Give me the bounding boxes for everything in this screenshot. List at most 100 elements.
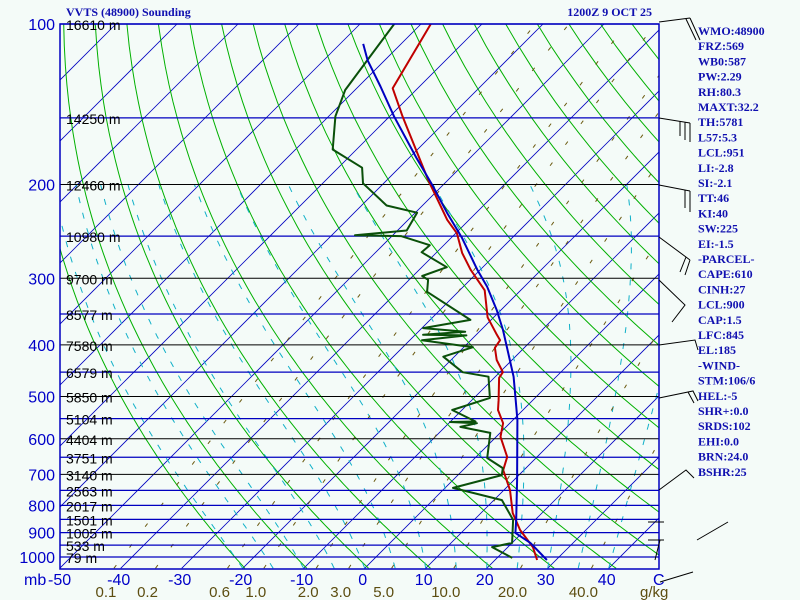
- temperature-tick-label: 30: [537, 572, 555, 589]
- dry-adiabat-line: [410, 24, 659, 346]
- dry-adiabat-line: [284, 24, 659, 513]
- index-value: SRDS:102: [698, 419, 751, 433]
- pressure-tick-label: 600: [28, 432, 55, 449]
- isotherm-line: [60, 24, 178, 142]
- height-level-label: 6579 m: [66, 365, 113, 381]
- moist-adiabat-line: [432, 184, 525, 569]
- dry-adiabat-line: [473, 24, 659, 265]
- wind-barbs: [648, 17, 729, 583]
- height-level-label: 4404 m: [66, 432, 113, 448]
- index-value: CINH:27: [698, 282, 745, 296]
- pressure-tick-label: 800: [28, 498, 55, 515]
- dry-adiabat-line: [347, 24, 659, 429]
- dry-adiabat-line: [60, 246, 246, 569]
- wind-barb-icon: [658, 390, 699, 404]
- index-value: BRN:24.0: [698, 450, 748, 464]
- isotherm-line: [120, 29, 659, 569]
- wind-barb-icon: [658, 469, 695, 491]
- isotherm-line: [60, 24, 361, 325]
- index-value: CAP:1.5: [698, 313, 742, 327]
- height-level-label: 2563 m: [66, 483, 113, 499]
- index-value: BSHR:25: [698, 465, 747, 479]
- dry-adiabat-line: [94, 24, 369, 569]
- wind-barb-icon: [658, 279, 686, 323]
- moist-adiabat-line: [60, 215, 244, 569]
- dry-adiabat-line: [189, 24, 555, 569]
- moist-adiabat-line: [577, 184, 632, 569]
- index-value: LI:-2.8: [698, 161, 734, 175]
- moist-adiabat-line: [529, 184, 572, 569]
- temperature-tick-label: 0: [358, 572, 367, 589]
- index-value: EI:-1.5: [698, 237, 734, 251]
- dry-adiabat-line: [378, 24, 659, 387]
- index-value: LCL:951: [698, 146, 745, 160]
- index-value: EHI:0.0: [698, 434, 739, 448]
- pressure-unit-label: mb: [24, 572, 46, 589]
- isotherm-line: [60, 24, 239, 203]
- dry-adiabat-line: [252, 24, 659, 556]
- pressure-tick-label: 100: [28, 17, 55, 34]
- mixing-ratio-label: 0.1: [95, 584, 116, 600]
- index-value: STM:106/6: [698, 374, 755, 388]
- moist-adiabat-line: [127, 184, 335, 569]
- dry-adiabat-line: [63, 24, 308, 569]
- index-value: CAPE:610: [698, 267, 753, 281]
- isotherm-line: [242, 151, 659, 569]
- isotherm-line: [60, 24, 605, 569]
- height-level-label: 2017 m: [66, 498, 113, 514]
- pressure-tick-label: 900: [28, 526, 55, 543]
- index-value: WB0:587: [698, 54, 746, 68]
- pressure-gridlines: [60, 23, 659, 558]
- mixing-ratio-label: 20.0: [498, 584, 527, 600]
- isotherm-line: [547, 456, 659, 569]
- mixing-ratio-label: 5.0: [373, 584, 394, 600]
- mixing-ratio-label: 3.0: [330, 584, 351, 600]
- mixing-ratio-line: [315, 74, 659, 569]
- temperature-tick-label: -10: [290, 572, 313, 589]
- index-value: -WIND-: [698, 358, 740, 372]
- moist-adiabat-line: [236, 184, 427, 569]
- plot-frame: [59, 23, 660, 570]
- moist-adiabat-line: [158, 184, 366, 569]
- temperature-tick-label: 20: [476, 572, 494, 589]
- dry-adiabat-line: [315, 24, 659, 471]
- wind-barb-icon: [658, 184, 691, 212]
- dry-adiabat-line: [536, 24, 659, 184]
- temperature-tick-label: -40: [107, 572, 130, 589]
- pressure-tick-label: 300: [28, 271, 55, 288]
- wind-barb-icon: [658, 236, 691, 276]
- height-level-label: 1501 m: [66, 512, 113, 528]
- index-value: TT:46: [698, 191, 729, 205]
- index-value: L57:5.3: [698, 130, 737, 144]
- dry-adiabat-line: [126, 24, 431, 569]
- chart-title: VVTS (48900) Sounding: [66, 5, 191, 19]
- height-level-label: 12460 m: [66, 177, 120, 193]
- temperature-tick-label: 40: [598, 572, 616, 589]
- dry-adiabat-line: [442, 24, 659, 306]
- height-level-label: 79 m: [66, 550, 97, 566]
- pressure-tick-label: 1000: [19, 550, 55, 567]
- height-level-label: 3140 m: [66, 467, 113, 483]
- dry-adiabat-line: [221, 24, 617, 569]
- height-level-label: 533 m: [66, 538, 105, 554]
- height-level-label: 5850 m: [66, 390, 113, 406]
- wind-barb-icon: [658, 17, 701, 41]
- moist-adiabat-line: [100, 184, 305, 569]
- isotherm-line: [60, 24, 422, 386]
- sounding-profiles: [331, 24, 548, 561]
- height-level-label: 14250 m: [66, 111, 120, 127]
- index-value: -PARCEL-: [698, 252, 754, 266]
- moist-adiabat-line: [608, 384, 659, 569]
- index-value: LCL:900: [698, 298, 745, 312]
- height-level-label: 5104 m: [66, 412, 113, 428]
- index-value: MAXT:32.2: [698, 100, 759, 114]
- temperature-unit-label: C: [653, 572, 665, 589]
- height-level-label: 10980 m: [66, 229, 120, 245]
- index-value: PW:2.29: [698, 70, 742, 84]
- index-value: RH:80.3: [698, 85, 741, 99]
- height-level-label: 7580 m: [66, 338, 113, 354]
- temperature-tick-label: 10: [415, 572, 433, 589]
- wind-barb-icon: [658, 117, 691, 142]
